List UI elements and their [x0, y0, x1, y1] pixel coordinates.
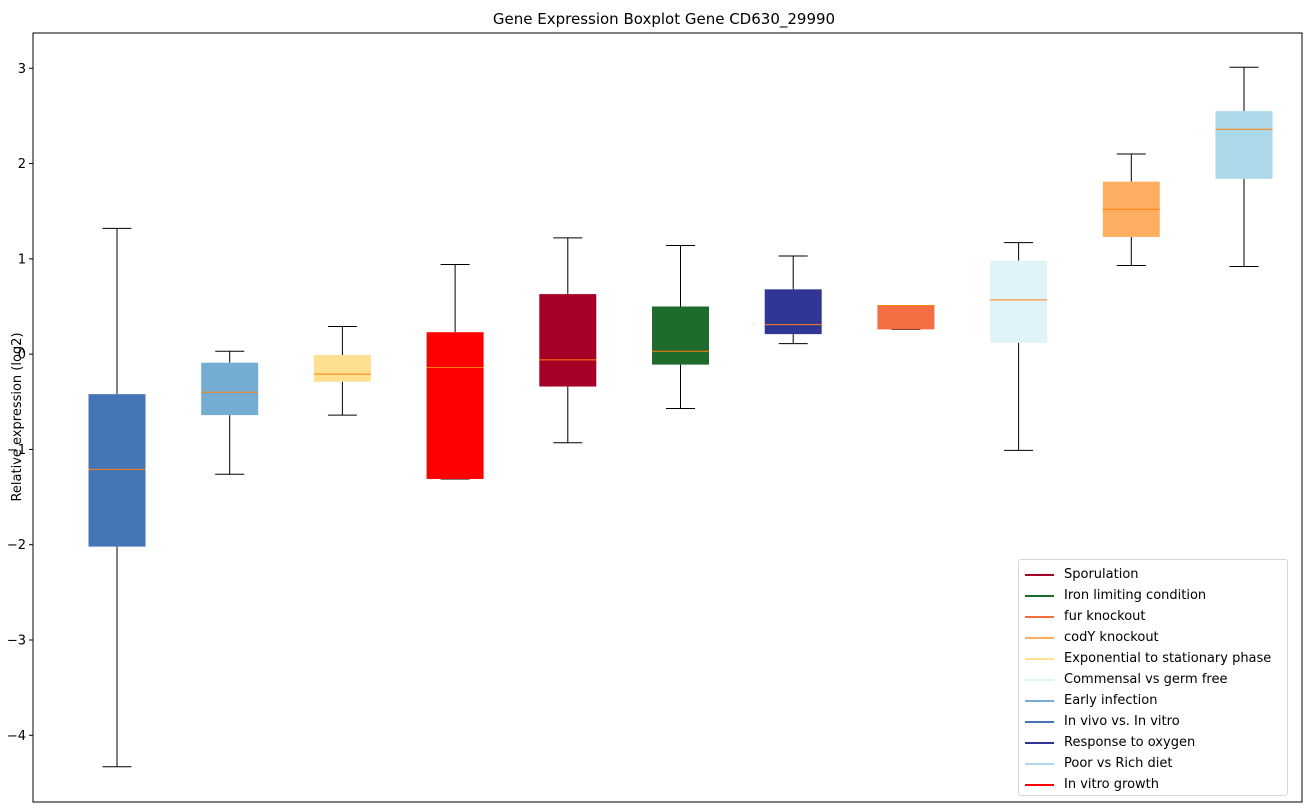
box-iqr	[764, 289, 822, 335]
legend-swatch	[1025, 573, 1054, 576]
box-iqr	[201, 362, 259, 416]
box-group	[539, 237, 597, 444]
legend-label: Poor vs Rich diet	[1064, 756, 1173, 771]
legend-label: Commensal vs germ free	[1064, 672, 1228, 687]
legend-label: Sporulation	[1064, 567, 1139, 582]
legend-item: fur knockout	[1025, 606, 1281, 627]
legend: Sporulation Iron limiting condition fur kn…	[1018, 559, 1288, 796]
box-group	[764, 255, 822, 345]
y-tick-label: 3	[18, 62, 26, 77]
legend-label: codY knockout	[1064, 630, 1159, 645]
y-tick-label: −3	[7, 634, 26, 649]
y-tick-label: 2	[18, 157, 26, 172]
legend-label: Early infection	[1064, 693, 1158, 708]
box-group	[990, 242, 1048, 451]
legend-item: Sporulation	[1025, 564, 1281, 585]
y-tick-label: 1	[18, 252, 26, 267]
legend-item: Iron limiting condition	[1025, 585, 1281, 606]
chart-title: Gene Expression Boxplot Gene CD630_29990	[493, 10, 835, 29]
legend-swatch	[1025, 720, 1054, 723]
y-axis: −4 −3 −2 −1 0 1 2 3	[7, 62, 33, 744]
legend-label: In vivo vs. In vitro	[1064, 714, 1180, 729]
legend-label: Response to oxygen	[1064, 735, 1196, 750]
legend-swatch	[1025, 678, 1054, 681]
boxes-layer	[88, 66, 1273, 768]
box-iqr	[1215, 111, 1273, 179]
legend-swatch	[1025, 699, 1054, 702]
legend-item: codY knockout	[1025, 627, 1281, 648]
box-iqr	[990, 260, 1048, 343]
legend-label: fur knockout	[1064, 609, 1146, 624]
legend-swatch	[1025, 594, 1054, 597]
legend-item: Poor vs Rich diet	[1025, 753, 1281, 774]
legend-swatch	[1025, 783, 1054, 786]
legend-swatch	[1025, 657, 1054, 660]
y-tick-label: −2	[7, 538, 26, 553]
box-iqr	[88, 394, 146, 547]
y-tick-label: −4	[7, 729, 26, 744]
plot-frame	[32, 32, 1303, 803]
legend-swatch	[1025, 615, 1054, 618]
legend-item: In vivo vs. In vitro	[1025, 711, 1281, 732]
box-iqr	[652, 306, 709, 365]
legend-item: Response to oxygen	[1025, 732, 1281, 753]
y-tick-label: 0	[18, 348, 26, 363]
box-iqr	[313, 355, 371, 382]
legend-swatch	[1025, 741, 1054, 744]
legend-label: In vitro growth	[1064, 777, 1159, 792]
box-group	[1215, 66, 1273, 267]
legend-item: Early infection	[1025, 690, 1281, 711]
box-iqr	[539, 294, 597, 387]
legend-item: Exponential to stationary phase	[1025, 648, 1281, 669]
box-group	[877, 305, 935, 330]
box-group	[652, 244, 709, 409]
y-axis-label: Relative expression (log2)	[10, 332, 25, 501]
box-iqr	[426, 332, 484, 479]
box-iqr	[877, 305, 935, 330]
box-group	[88, 227, 146, 768]
box-group	[426, 264, 484, 480]
legend-label: Exponential to stationary phase	[1064, 651, 1272, 666]
box-group	[313, 325, 371, 416]
legend-item: Commensal vs germ free	[1025, 669, 1281, 690]
y-tick-label: −1	[7, 443, 26, 458]
legend-swatch	[1025, 762, 1054, 765]
box-group	[201, 350, 259, 475]
legend-item: In vitro growth	[1025, 774, 1281, 795]
legend-swatch	[1025, 636, 1054, 639]
legend-label: Iron limiting condition	[1064, 588, 1207, 603]
box-group	[1102, 153, 1160, 267]
